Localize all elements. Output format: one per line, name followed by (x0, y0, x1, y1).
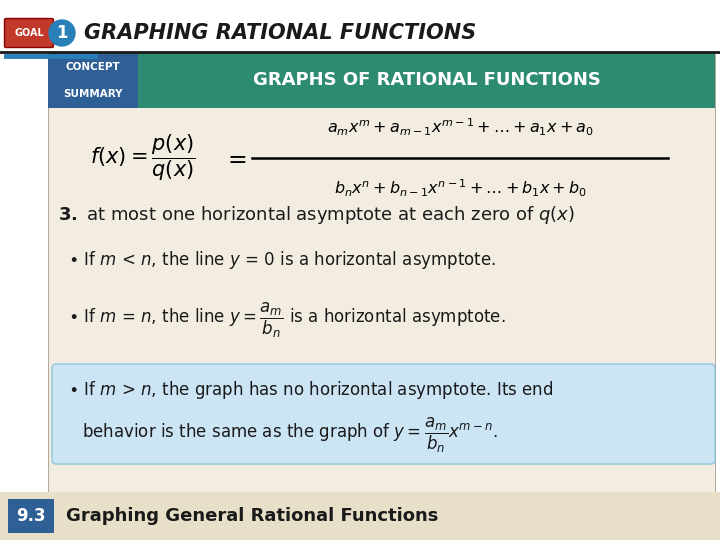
Text: CONCEPT: CONCEPT (66, 62, 120, 72)
Text: GRAPHING RATIONAL FUNCTIONS: GRAPHING RATIONAL FUNCTIONS (84, 23, 476, 43)
Text: $\bullet$ If $\mathit{m}$ < $\mathit{n}$, the line $\mathit{y}$ = 0 is a horizon: $\bullet$ If $\mathit{m}$ < $\mathit{n}$… (68, 249, 496, 271)
Text: 9.3: 9.3 (16, 507, 46, 525)
Text: behavior is the same as the graph of $\mathit{y} = \dfrac{a_m}{b_n} x^{m-n}$.: behavior is the same as the graph of $\m… (82, 415, 498, 455)
Bar (48, 80, 138, 108)
Bar (48, 54, 138, 80)
Text: $=$: $=$ (223, 146, 247, 170)
FancyBboxPatch shape (4, 18, 53, 48)
Text: $\mathbf{3.}$ at most one horizontal asymptote at each zero of $\mathit{q}(\math: $\mathbf{3.}$ at most one horizontal asy… (58, 204, 575, 226)
Bar (48, 52, 715, 108)
Text: GOAL: GOAL (14, 28, 44, 38)
Text: $\bullet$ If $\mathit{m}$ = $\mathit{n}$, the line $\mathit{y} = \dfrac{a_m}{b_n: $\bullet$ If $\mathit{m}$ = $\mathit{n}$… (68, 300, 505, 340)
Text: GRAPHS OF RATIONAL FUNCTIONS: GRAPHS OF RATIONAL FUNCTIONS (253, 71, 600, 89)
Bar (8, 499, 54, 533)
Circle shape (49, 20, 75, 46)
Bar (0, 492, 720, 540)
FancyBboxPatch shape (52, 364, 715, 464)
Text: 1: 1 (56, 24, 68, 42)
Text: SUMMARY: SUMMARY (63, 89, 122, 99)
Text: $f(x) = \dfrac{p(x)}{q(x)}$: $f(x) = \dfrac{p(x)}{q(x)}$ (90, 133, 196, 183)
Text: $\bullet$ If $\mathit{m}$ > $\mathit{n}$, the graph has no horizontal asymptote.: $\bullet$ If $\mathit{m}$ > $\mathit{n}$… (68, 379, 554, 401)
Bar (0, 0, 720, 52)
Text: $a_m x^m + a_{m-1}x^{m-1} + \ldots + a_1 x + a_0$: $a_m x^m + a_{m-1}x^{m-1} + \ldots + a_1… (327, 117, 593, 138)
Text: Graphing General Rational Functions: Graphing General Rational Functions (66, 507, 438, 525)
Bar (48, 52, 715, 492)
Text: $b_n x^n + b_{n-1}x^{n-1} + \ldots + b_1 x + b_0$: $b_n x^n + b_{n-1}x^{n-1} + \ldots + b_1… (333, 178, 587, 199)
